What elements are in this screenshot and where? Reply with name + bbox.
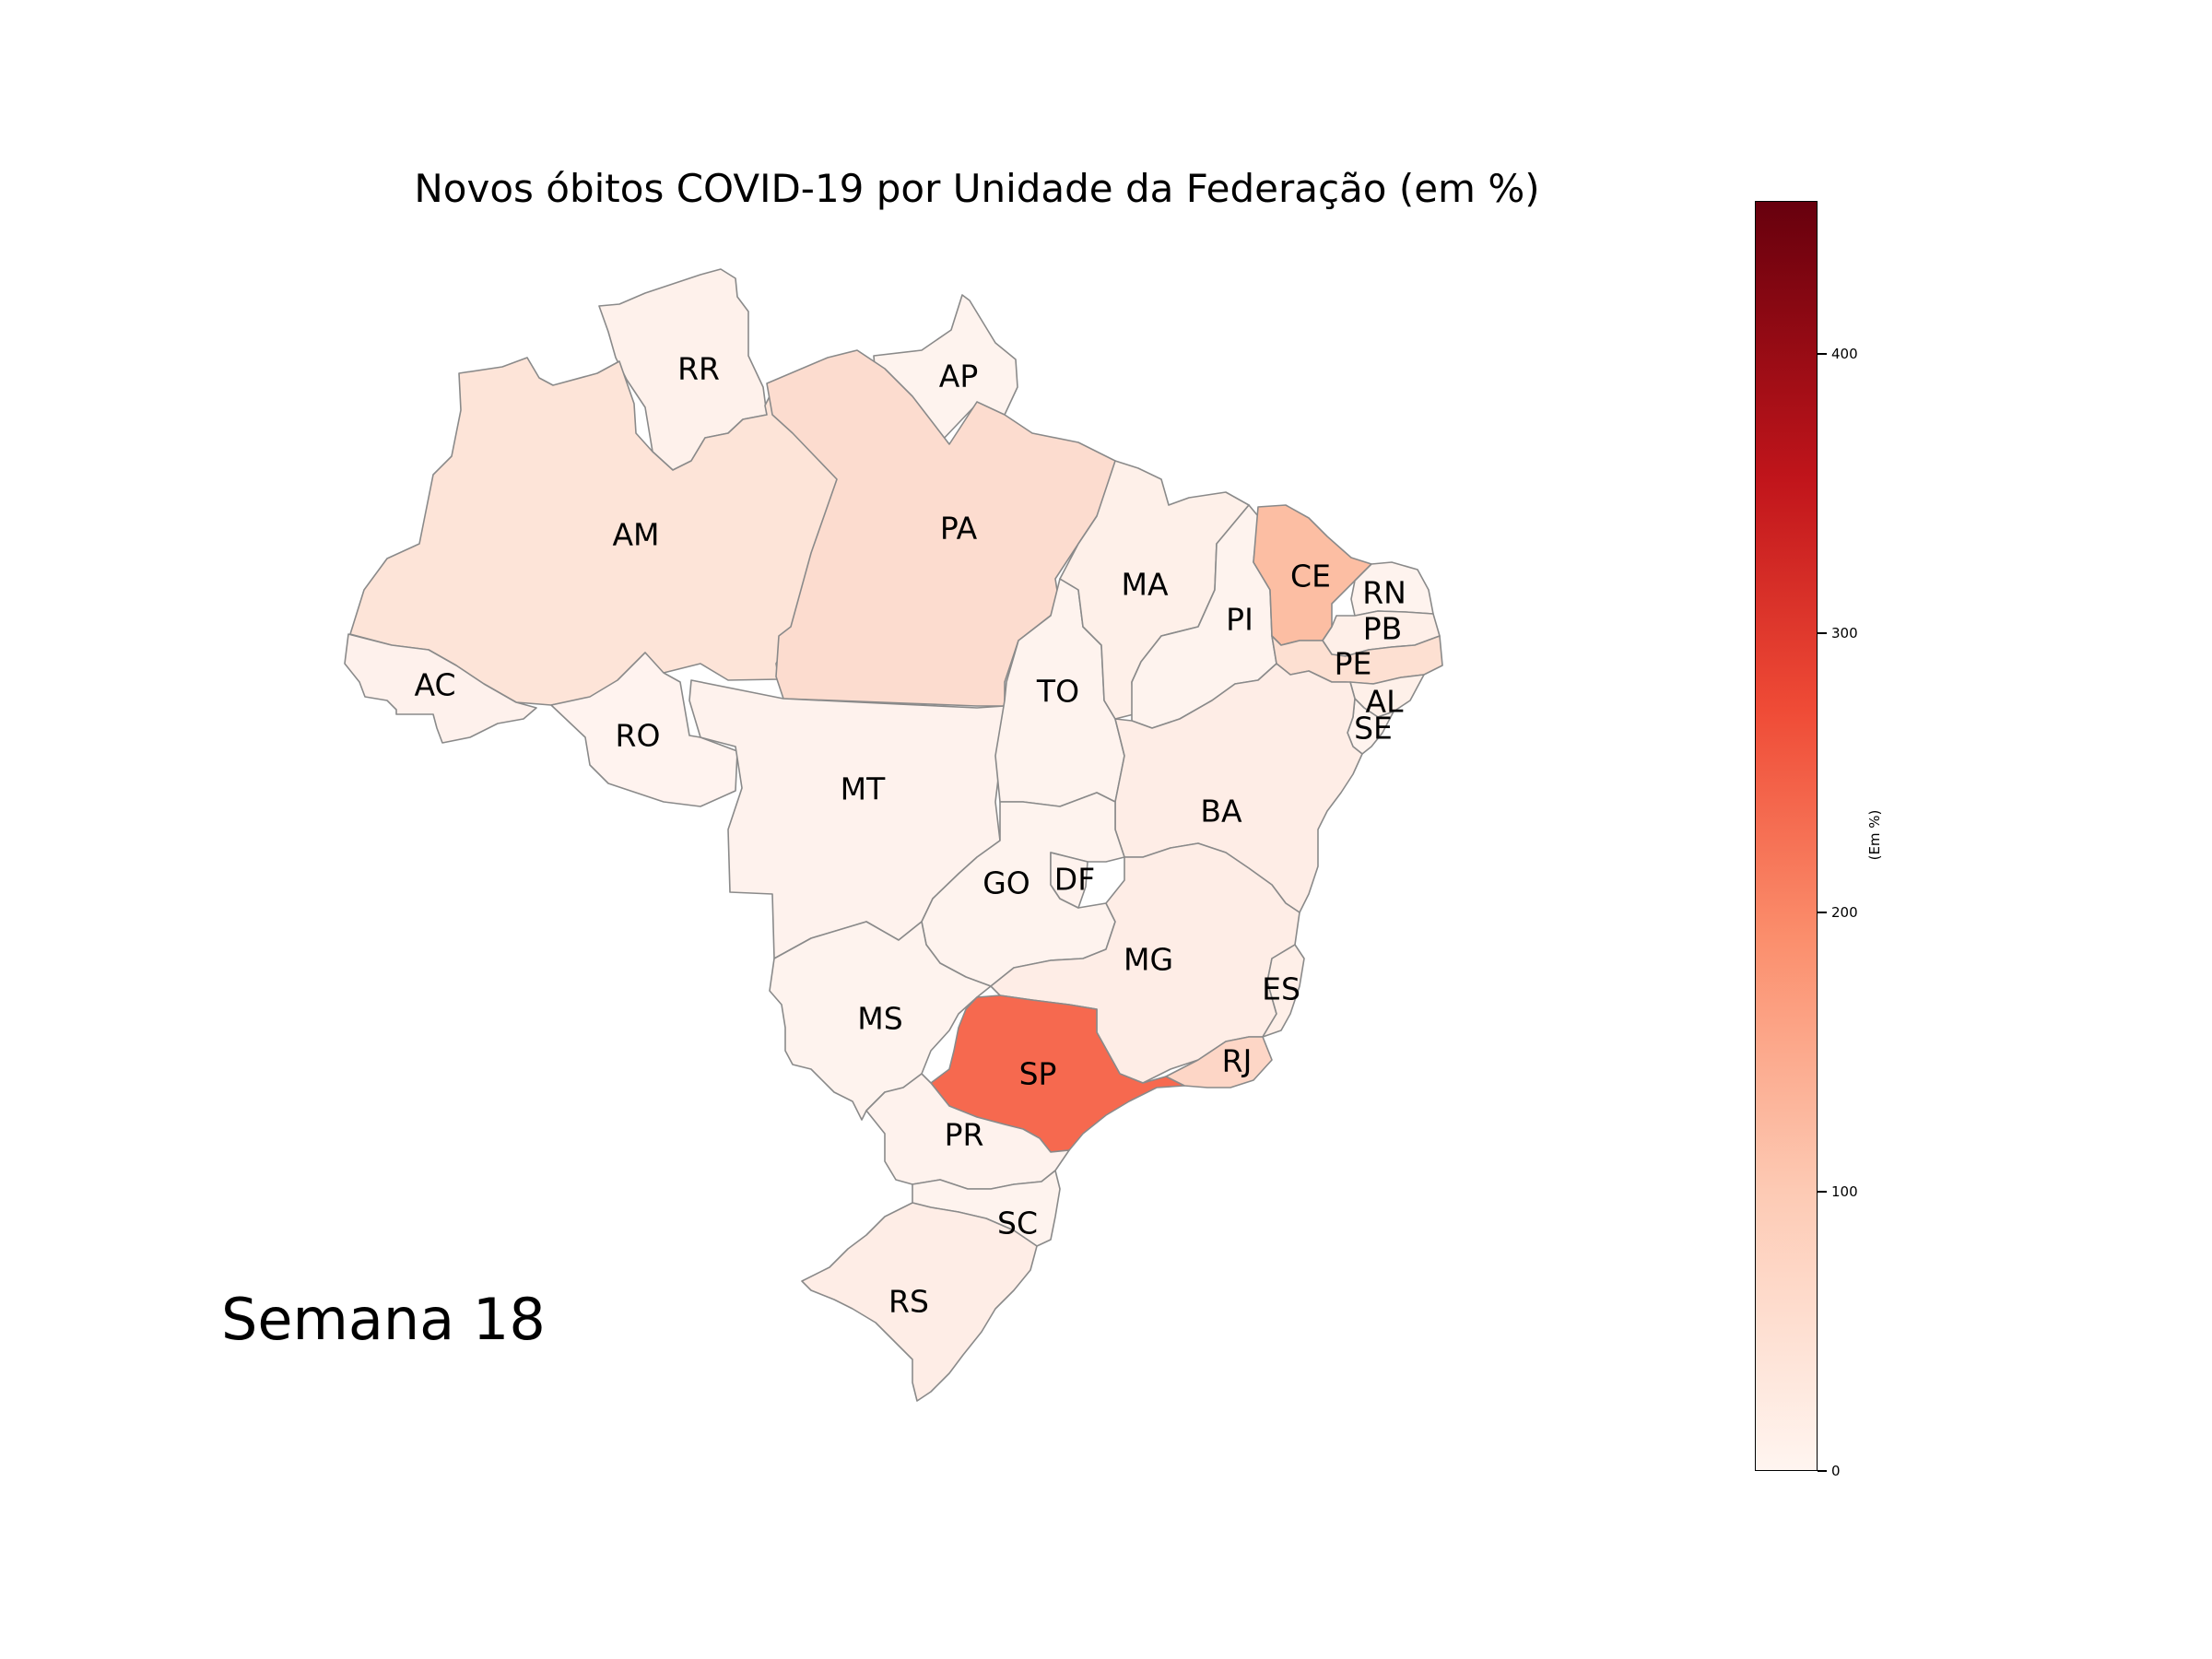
state-label-rj: RJ xyxy=(1222,1043,1253,1079)
colorbar-tick xyxy=(1818,353,1827,355)
state-label-ro: RO xyxy=(616,718,661,754)
state-pa[interactable] xyxy=(766,349,1118,707)
state-shapes xyxy=(344,268,1443,1402)
state-label-pb: PB xyxy=(1363,611,1403,647)
state-label-sc: SC xyxy=(997,1206,1038,1241)
state-label-rn: RN xyxy=(1362,575,1406,611)
state-label-am: AM xyxy=(612,517,659,553)
state-label-pe: PE xyxy=(1335,646,1372,682)
state-ac[interactable] xyxy=(344,633,537,744)
colorbar-tick xyxy=(1818,1470,1827,1472)
week-label: Semana 18 xyxy=(221,1286,546,1353)
state-label-pi: PI xyxy=(1226,602,1253,638)
state-label-ap: AP xyxy=(939,359,978,394)
state-ce[interactable] xyxy=(1253,504,1372,646)
colorbar-tick-label: 200 xyxy=(1831,904,1858,921)
colorbar-tick xyxy=(1818,1191,1827,1193)
state-rs[interactable] xyxy=(801,1202,1038,1402)
state-label-rs: RS xyxy=(888,1284,929,1320)
state-label-sp: SP xyxy=(1019,1056,1057,1092)
state-label-ac: AC xyxy=(414,667,455,703)
colorbar-tick-label: 400 xyxy=(1831,346,1858,362)
colorbar-tick xyxy=(1818,912,1827,913)
state-sp[interactable] xyxy=(930,994,1185,1153)
state-label-ma: MA xyxy=(1121,567,1168,603)
state-label-ce: CE xyxy=(1290,559,1331,594)
colorbar-tick-label: 100 xyxy=(1831,1183,1858,1200)
colorbar-label: (Em %) xyxy=(1866,809,1883,861)
state-es[interactable] xyxy=(1262,944,1305,1038)
state-label-al: AL xyxy=(1366,684,1405,720)
state-label-to: TO xyxy=(1036,674,1079,710)
state-df[interactable] xyxy=(1050,852,1088,909)
state-label-pr: PR xyxy=(945,1117,984,1153)
state-label-mg: MG xyxy=(1124,942,1173,978)
state-label-se: SE xyxy=(1354,711,1393,747)
state-pr[interactable] xyxy=(865,1073,1070,1190)
colorbar-tick xyxy=(1818,632,1827,634)
state-label-ba: BA xyxy=(1200,794,1242,830)
state-label-es: ES xyxy=(1262,971,1300,1007)
state-label-mt: MT xyxy=(841,771,886,807)
state-label-df: DF xyxy=(1054,862,1095,898)
state-mg[interactable] xyxy=(990,842,1300,1084)
colorbar-tick-label: 0 xyxy=(1831,1463,1841,1479)
colorbar xyxy=(1755,201,1818,1471)
map-title: Novos óbitos COVID-19 por Unidade da Fed… xyxy=(414,166,1540,211)
state-label-pa: PA xyxy=(940,511,978,547)
colorbar-tick-label: 300 xyxy=(1831,625,1858,641)
state-label-rr: RR xyxy=(677,351,720,387)
state-label-go: GO xyxy=(982,865,1030,901)
state-rj[interactable] xyxy=(1165,1036,1273,1088)
state-label-ms: MS xyxy=(857,1001,902,1037)
